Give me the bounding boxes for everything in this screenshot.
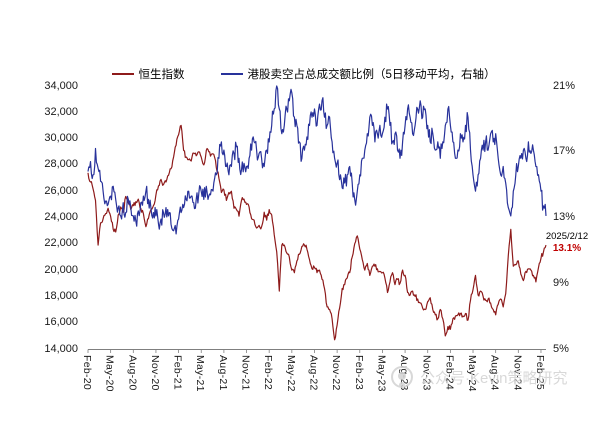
left-axis-tick: 14,000 — [44, 342, 78, 355]
x-axis-tick: Feb-23 — [352, 355, 365, 391]
left-axis-tick: 26,000 — [44, 184, 78, 197]
x-axis-tick: Feb-24 — [443, 355, 456, 391]
x-axis-tick: May-23 — [375, 355, 388, 392]
watermark-text: 公众号·Kevin策略研究 — [420, 369, 568, 387]
latest-value-annotation: 2025/2/12 13.1% — [534, 231, 600, 255]
left-axis-tick: 22,000 — [44, 237, 78, 250]
right-axis-tick: 21% — [553, 79, 576, 92]
left-axis-tick: 30,000 — [44, 132, 78, 145]
short-ratio-line-swatch — [220, 73, 243, 75]
watermark: 公众号·Kevin策略研究 — [391, 366, 568, 388]
right-axis-tick: 17% — [553, 145, 576, 158]
x-axis-tick: Nov-23 — [420, 355, 433, 391]
left-axis-tick: 20,000 — [44, 263, 78, 276]
x-axis-tick: Aug-22 — [307, 355, 320, 391]
left-axis-tick: 16,000 — [44, 316, 78, 329]
left-axis-tick: 28,000 — [44, 158, 78, 171]
x-axis-tick: Feb-22 — [262, 355, 275, 391]
legend-item-short-ratio: 港股卖空占总成交额比例（5日移动平均，右轴） — [220, 66, 496, 82]
short-ratio-series-line — [87, 85, 547, 235]
x-axis-tick: Aug-21 — [216, 355, 229, 391]
x-axis-tick: Feb-25 — [533, 355, 546, 391]
x-axis-tick: Nov-24 — [511, 355, 524, 391]
x-axis-tick: May-22 — [284, 355, 297, 392]
right-axis-tick: 13% — [553, 211, 576, 223]
watermark-logo-icon — [391, 366, 413, 388]
hsi-line-swatch — [111, 73, 134, 75]
legend-label-hsi: 恒生指数 — [138, 69, 185, 81]
x-axis-tick: Aug-20 — [126, 355, 139, 391]
left-axis-tick: 18,000 — [44, 289, 78, 302]
left-axis-tick: 32,000 — [44, 105, 78, 118]
x-axis-tick: May-20 — [103, 355, 116, 392]
right-axis-tick: 9% — [553, 276, 569, 289]
left-axis-tick: 34,000 — [44, 79, 78, 92]
left-axis-tick: 24,000 — [44, 211, 78, 223]
x-axis-tick: May-21 — [194, 355, 207, 392]
x-axis-tick: Feb-21 — [171, 355, 184, 391]
x-axis-tick: May-24 — [466, 355, 479, 392]
right-axis-tick: 5% — [553, 342, 569, 355]
x-axis-tick: Nov-22 — [330, 355, 343, 391]
x-axis-tick: Nov-21 — [239, 355, 252, 391]
x-axis-tick: Aug-24 — [488, 355, 501, 391]
legend: 恒生指数 港股卖空占总成交额比例（5日移动平均，右轴） — [0, 66, 607, 82]
x-axis-tick: Nov-20 — [148, 355, 161, 391]
annotation-value: 13.1% — [552, 243, 582, 254]
x-axis-tick: Feb-20 — [81, 355, 93, 391]
legend-label-short-ratio: 港股卖空占总成交额比例（5日移动平均，右轴） — [247, 69, 496, 81]
legend-item-hsi: 恒生指数 — [111, 66, 185, 82]
annotation-date: 2025/2/12 — [545, 231, 589, 242]
hsi-series-line — [87, 124, 547, 341]
